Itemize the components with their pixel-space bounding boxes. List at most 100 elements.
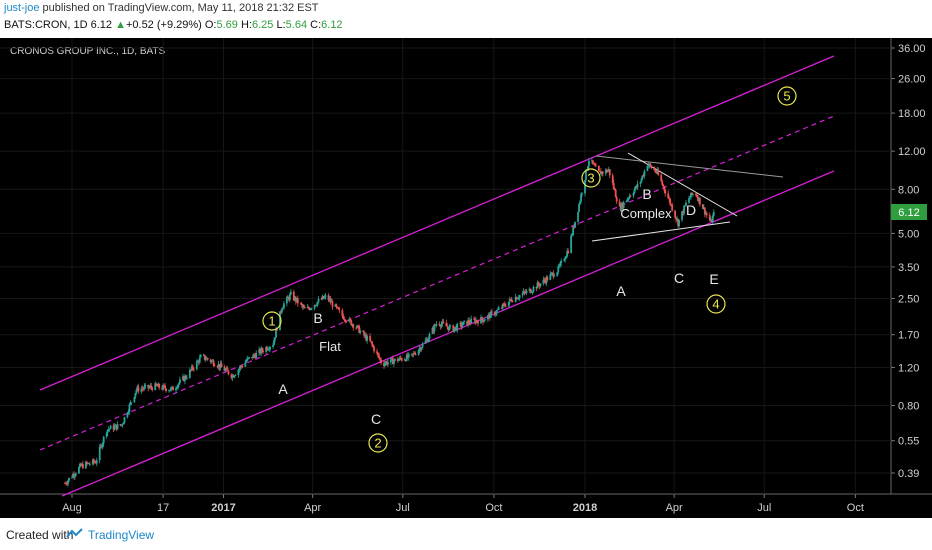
candle-body bbox=[148, 387, 151, 389]
candle-body bbox=[309, 308, 312, 310]
candle-body bbox=[192, 369, 195, 370]
y-tick-label: 26.00 bbox=[898, 74, 926, 86]
candle-body bbox=[481, 317, 483, 320]
candle-body bbox=[378, 355, 380, 359]
candle-body bbox=[156, 385, 159, 387]
candle-body bbox=[71, 477, 73, 479]
candle-body bbox=[119, 424, 122, 426]
candle-body bbox=[419, 347, 422, 351]
candle-body bbox=[296, 298, 299, 304]
x-tick-label: Apr bbox=[304, 502, 321, 514]
candle-body bbox=[274, 337, 276, 340]
candle-body bbox=[405, 354, 408, 361]
candle-body bbox=[218, 363, 221, 369]
candle-body bbox=[211, 360, 214, 362]
candle-body bbox=[352, 324, 355, 328]
candle-body bbox=[158, 383, 161, 388]
price-chart[interactable]: CRONOS GROUP INC., 1D, BATS 36.00 26.00 18… bbox=[0, 38, 932, 518]
candle-body bbox=[469, 322, 472, 324]
candle-body bbox=[183, 375, 186, 382]
candle-body bbox=[150, 385, 153, 388]
candle-body bbox=[372, 344, 374, 347]
candle-body bbox=[209, 359, 212, 362]
candle-body bbox=[614, 189, 617, 198]
author-link[interactable]: just-joe bbox=[4, 2, 40, 14]
candle-body bbox=[231, 375, 234, 378]
candle-body bbox=[477, 321, 479, 324]
candle-body bbox=[522, 291, 525, 294]
candle-body bbox=[411, 353, 414, 355]
candle-body bbox=[337, 307, 340, 310]
candle-body bbox=[385, 361, 387, 364]
candle-body bbox=[692, 193, 694, 195]
candle-body bbox=[143, 386, 146, 389]
candle-body bbox=[260, 348, 263, 354]
candle-body bbox=[629, 195, 632, 197]
candle-body bbox=[550, 273, 553, 275]
candle-body bbox=[88, 463, 91, 465]
candle-body bbox=[225, 368, 228, 370]
candle-body bbox=[74, 474, 76, 477]
candle-body bbox=[701, 204, 704, 209]
candle-body bbox=[597, 165, 600, 171]
candle-body bbox=[164, 385, 166, 389]
last-price-label: 6.12 bbox=[898, 207, 919, 219]
chart-svg[interactable]: CRONOS GROUP INC., 1D, BATS 36.0026.0018… bbox=[0, 38, 932, 518]
candle-body bbox=[185, 377, 188, 379]
candle-body bbox=[432, 327, 435, 332]
candle-body bbox=[604, 169, 607, 174]
candle-body bbox=[449, 325, 452, 327]
candle-body bbox=[418, 347, 421, 350]
candle-body bbox=[474, 319, 476, 324]
candle-body bbox=[442, 321, 445, 323]
candle-body bbox=[322, 296, 325, 299]
candle-body bbox=[68, 477, 70, 481]
candle-body bbox=[171, 386, 173, 388]
candle-body bbox=[108, 428, 111, 430]
candle-body bbox=[365, 335, 368, 341]
candle-body bbox=[317, 298, 320, 302]
candle-body bbox=[184, 375, 187, 379]
candle-body bbox=[696, 196, 699, 201]
y-tick-label: 0.55 bbox=[898, 436, 919, 448]
candle-body bbox=[654, 170, 657, 173]
candle-body bbox=[316, 301, 319, 306]
candle-body bbox=[358, 325, 361, 333]
candle-body bbox=[510, 299, 513, 302]
candle-body bbox=[98, 446, 101, 461]
candle-body bbox=[258, 349, 261, 353]
candle-body bbox=[223, 366, 226, 371]
candle-body bbox=[175, 388, 177, 391]
candle-body bbox=[72, 474, 74, 478]
candle-body bbox=[268, 349, 270, 351]
candle-body bbox=[536, 282, 539, 289]
candle-body bbox=[702, 207, 705, 209]
candle-body bbox=[370, 341, 372, 342]
candle-body bbox=[476, 320, 478, 322]
candle-body bbox=[675, 217, 678, 220]
candle-body bbox=[463, 320, 466, 322]
candle-body bbox=[563, 259, 566, 261]
candle-body bbox=[593, 163, 595, 165]
candle-body bbox=[377, 353, 379, 356]
candle-body bbox=[532, 286, 535, 292]
candle-body bbox=[300, 303, 303, 305]
candle-body bbox=[336, 306, 339, 308]
candle-body bbox=[397, 359, 400, 362]
candle-body bbox=[328, 298, 331, 301]
candle-body bbox=[267, 349, 269, 351]
candle-body bbox=[84, 462, 87, 469]
candle-body bbox=[636, 183, 639, 188]
candle-body bbox=[266, 347, 268, 350]
y-tick-label: 0.39 bbox=[898, 468, 919, 480]
candle-body bbox=[386, 361, 388, 365]
candle-body bbox=[217, 363, 220, 368]
tradingview-brand[interactable]: TradingView bbox=[88, 528, 155, 542]
candle-body bbox=[362, 330, 365, 332]
candle-body bbox=[565, 256, 568, 259]
publish-info: just-joe published on TradingView.com, M… bbox=[4, 2, 319, 18]
candle-body bbox=[398, 357, 401, 360]
candle-body bbox=[695, 193, 697, 196]
candle-body bbox=[276, 328, 278, 331]
candle-body bbox=[306, 307, 309, 309]
